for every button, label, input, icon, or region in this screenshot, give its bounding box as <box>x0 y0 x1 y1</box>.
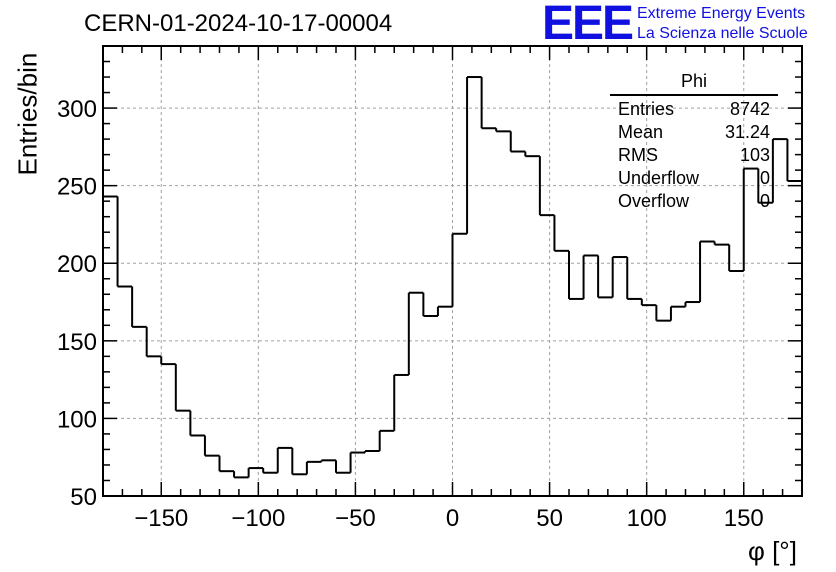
axes <box>102 45 803 497</box>
y-tick-label: 250 <box>57 174 97 201</box>
stats-row-rms: RMS 103 <box>610 144 778 167</box>
stats-row-underflow: Underflow 0 <box>610 167 778 190</box>
x-tick-label: −50 <box>335 505 376 532</box>
stats-value: 8742 <box>729 99 770 119</box>
stats-value: 31.24 <box>724 122 770 142</box>
stats-row-overflow: Overflow 0 <box>610 190 778 213</box>
y-tick-label: 100 <box>57 406 97 433</box>
stats-label: RMS <box>618 145 658 165</box>
x-tick-label: −100 <box>231 505 285 532</box>
stats-label: Underflow <box>618 168 700 188</box>
y-axis-label: Entries/bin <box>12 52 43 176</box>
x-tick-label: −150 <box>134 505 188 532</box>
stats-label: Entries <box>618 99 675 119</box>
histogram-bins <box>102 76 802 496</box>
stats-title: Phi <box>610 70 778 96</box>
stats-value: 0 <box>759 168 770 188</box>
stats-label: Mean <box>618 122 664 142</box>
x-tick-label: 100 <box>627 505 667 532</box>
stats-label: Overflow <box>618 191 690 211</box>
stats-row-mean: Mean 31.24 <box>610 121 778 144</box>
eee-tagline-line1: Extreme Energy Events <box>637 5 806 22</box>
eee-logo: EEE <box>542 0 634 50</box>
x-tick-label: 0 <box>446 505 459 532</box>
y-tick-label: 200 <box>57 251 97 278</box>
tick-labels: −150 −100 −50 0 50 100 150 50 100 150 200 250 300 <box>57 96 764 532</box>
eee-tagline-line2: La Scienza nelle Scuole <box>637 25 808 42</box>
stats-value: 0 <box>759 191 770 211</box>
stats-value: 103 <box>739 145 770 165</box>
chart-title: CERN-01-2024-10-17-00004 <box>84 10 393 37</box>
y-tick-label: 50 <box>70 484 97 511</box>
y-tick-label: 150 <box>57 329 97 356</box>
eee-tagline: Extreme Energy Events La Scienza nelle S… <box>637 4 808 44</box>
y-tick-label: 300 <box>57 96 97 123</box>
stats-row-entries: Entries 8742 <box>610 98 778 121</box>
x-tick-label: 150 <box>724 505 764 532</box>
x-axis-label: φ [°] <box>748 536 797 566</box>
stats-box: Phi Entries 8742 Mean 31.24 RMS 103 Unde… <box>610 70 778 213</box>
x-tick-label: 50 <box>536 505 563 532</box>
